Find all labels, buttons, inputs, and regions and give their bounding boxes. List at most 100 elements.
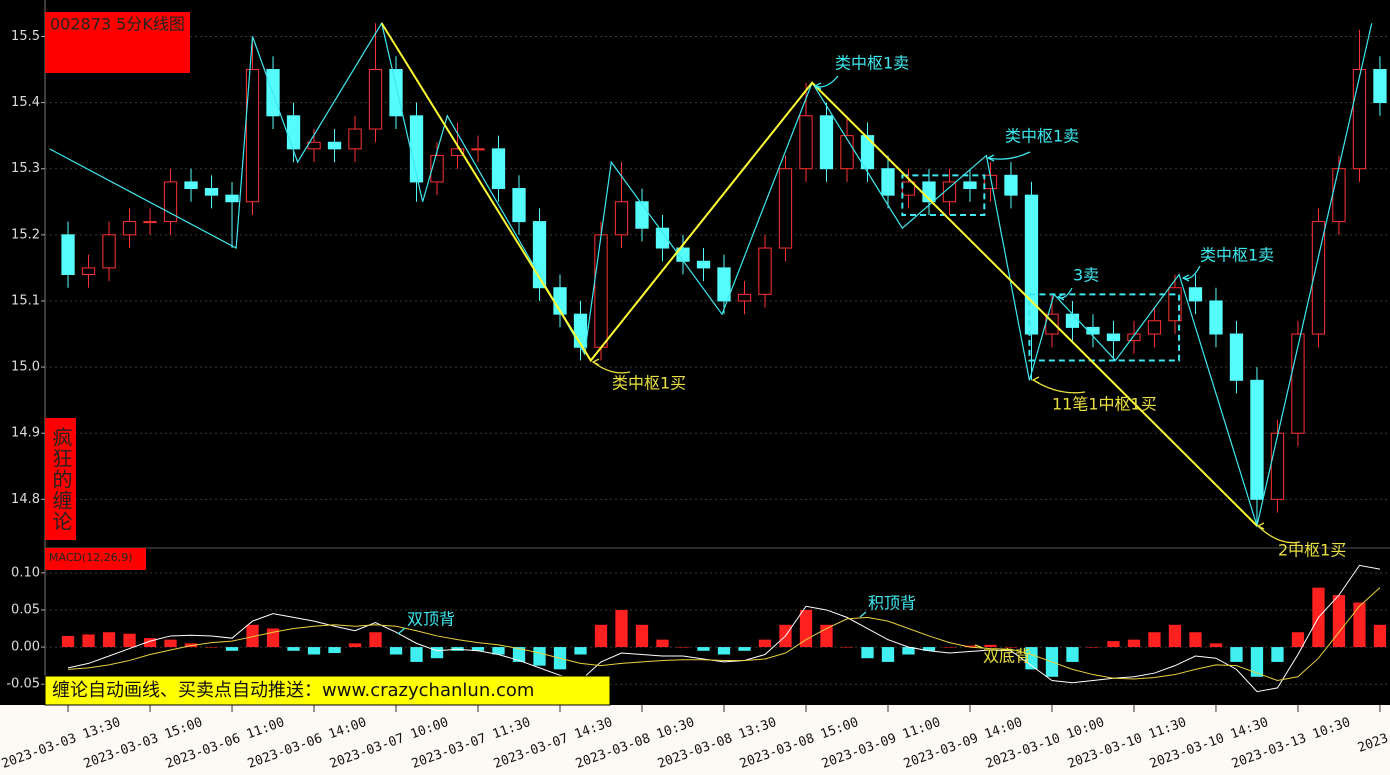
candle-body (1024, 194, 1039, 335)
macd-bar (348, 643, 362, 648)
segment-line (380, 22, 1258, 527)
candle-body (1352, 69, 1367, 170)
candle-body (881, 168, 895, 196)
annotation-arrow (974, 644, 984, 649)
macd-bar (1168, 624, 1182, 648)
candle-body (635, 201, 649, 229)
banner: 缠论自动画线、买卖点自动推送：www.crazychanlun.com (52, 680, 534, 701)
candle-body (1106, 333, 1121, 342)
y-tick-label: 15.2 (11, 227, 40, 242)
overlay: 002873 5分K线图 MACD(12,26,9) 缠论自动画线、买卖点自动推… (44, 12, 611, 706)
pivot-box (901, 174, 986, 216)
y-tick-label: 15.1 (11, 293, 40, 308)
background (0, 0, 1390, 705)
candle-body (1127, 333, 1141, 342)
annotation-arrow (1031, 376, 1086, 394)
macd-title-box (45, 548, 146, 570)
candle-body (963, 181, 977, 190)
candle-body (1270, 432, 1285, 500)
y-tick-label: 14.8 (11, 492, 40, 507)
macd-bar (984, 644, 997, 648)
annotation-arrow (1181, 265, 1201, 282)
macd-bar (102, 632, 116, 648)
dea-line (68, 587, 1381, 682)
candle-body (122, 221, 137, 236)
annotation-arrow (591, 358, 631, 374)
annotation: 积顶背 (868, 594, 916, 613)
candle-body (471, 148, 485, 151)
macd-bar (635, 624, 649, 648)
macd-bar (307, 647, 321, 655)
macd-bar (697, 647, 710, 651)
candle-body (614, 201, 629, 236)
macd-bar (1271, 647, 1284, 662)
macd-bar (717, 647, 731, 655)
candle-body (799, 115, 813, 170)
y-tick-label: 15.5 (11, 29, 40, 44)
macd-bar (1209, 643, 1223, 648)
candle-body (184, 181, 198, 190)
candle-body (1229, 333, 1244, 381)
macd-bar (1066, 647, 1079, 662)
chart-title: 002873 5分K线图 (50, 15, 185, 34)
macd-bar (738, 647, 751, 651)
macd-title: MACD(12,26,9) (49, 551, 133, 564)
candle-body (389, 69, 403, 117)
annotation: 类中枢1买 (612, 374, 686, 393)
macd-bar (492, 647, 505, 655)
macd-bar (656, 639, 669, 648)
candle-body (327, 141, 342, 150)
candle-body (1373, 69, 1387, 104)
price-panel: 14.814.915.015.115.215.315.415.5类中枢1卖类中枢… (11, 21, 1390, 560)
candle-body (758, 247, 772, 295)
candle-body (348, 128, 362, 150)
annotation-arrow (397, 627, 406, 635)
y-tick-label: 0.00 (11, 640, 40, 655)
candle-body (655, 227, 670, 249)
macd-bar (1332, 595, 1346, 648)
macd-bar (164, 639, 177, 648)
macd-bar (1373, 624, 1387, 648)
x-axis-strip (0, 705, 1390, 775)
macd-bar (1353, 602, 1366, 648)
candle-body (512, 188, 526, 223)
y-tick-label: 14.9 (11, 426, 40, 441)
bi-line (49, 21, 1373, 529)
candle-body (717, 267, 731, 302)
macd-bar (205, 647, 218, 648)
candle-body (204, 188, 219, 196)
macd-bar (799, 609, 813, 648)
macd-bar (840, 647, 854, 648)
candle-body (1311, 221, 1326, 335)
candle-body (81, 267, 96, 276)
y-tick-label: 15.0 (11, 360, 40, 375)
candle-body (819, 115, 834, 170)
macd-bar (1004, 647, 1018, 648)
macd-bar (1086, 647, 1100, 648)
macd-bar (1107, 641, 1120, 648)
candle-body (143, 221, 157, 224)
annotation-arrow (813, 75, 839, 90)
macd-bar (1291, 632, 1305, 648)
macd-bar (1250, 647, 1264, 677)
candle-body (737, 293, 752, 302)
candle-body (1004, 174, 1018, 196)
macd-bar (881, 647, 895, 662)
candle-body (1209, 300, 1223, 335)
annotation-arrow (1256, 522, 1301, 544)
candle-body (286, 115, 301, 150)
candle-body (696, 260, 711, 269)
candle-body (1332, 168, 1346, 223)
macd-bar (943, 647, 956, 648)
macd-bar (963, 645, 977, 648)
macd-bar (902, 647, 915, 655)
title-box (45, 12, 190, 73)
macd-bar (758, 639, 772, 648)
annotation-arrow (986, 151, 1031, 162)
candle-body (225, 194, 239, 203)
candle-body (102, 234, 116, 269)
annotation: 2中枢1买 (1278, 541, 1346, 560)
macd-bar (328, 647, 341, 654)
macd-bar (533, 647, 546, 666)
